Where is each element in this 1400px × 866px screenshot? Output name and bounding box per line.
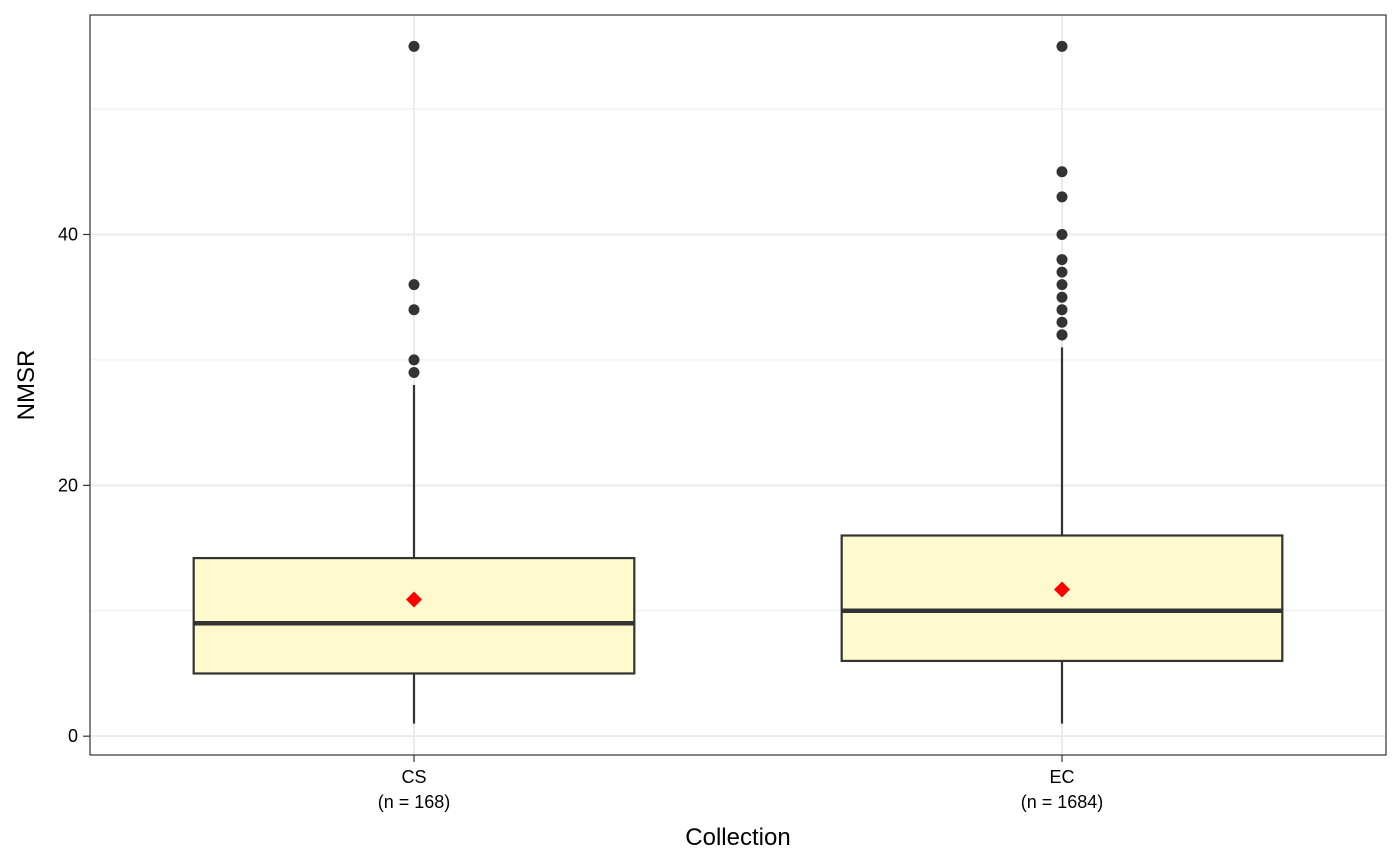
outlier-point (1056, 228, 1068, 240)
outlier-point (408, 366, 420, 378)
y-tick-label: 20 (58, 475, 78, 495)
outlier-point (1056, 191, 1068, 203)
outlier-point (1056, 166, 1068, 178)
outlier-point (408, 279, 420, 291)
outlier-point (408, 354, 420, 366)
axes: 0 20 40 CS (n = 168) EC (n = 1684) (58, 224, 1103, 812)
box-group-ec (840, 40, 1284, 724)
outlier-point (1056, 316, 1068, 328)
x-tick-label: EC (1049, 767, 1074, 787)
outlier-point (1056, 279, 1068, 291)
outlier-point (1056, 291, 1068, 303)
box-group-cs (192, 40, 636, 724)
box (840, 534, 1284, 663)
outlier-point (1056, 329, 1068, 341)
mean-marker (1054, 581, 1070, 598)
y-tick-label: 0 (68, 726, 78, 746)
outlier-point (1056, 304, 1068, 316)
outlier-point (1056, 266, 1068, 278)
boxes (192, 40, 1284, 724)
outlier-point (408, 304, 420, 316)
x-tick-sample-size: (n = 168) (378, 792, 451, 812)
plot-panel-border (89, 14, 1387, 756)
x-tick-sample-size: (n = 1684) (1021, 792, 1104, 812)
y-tick-label: 40 (58, 224, 78, 244)
x-tick-label: CS (401, 767, 426, 787)
mean-marker (406, 591, 422, 608)
x-axis-title: Collection (685, 824, 790, 851)
outlier-point (408, 40, 420, 52)
outlier-point (1056, 254, 1068, 266)
box (192, 556, 636, 675)
outlier-point (1056, 40, 1068, 52)
y-axis-title: NMSR (13, 350, 40, 421)
